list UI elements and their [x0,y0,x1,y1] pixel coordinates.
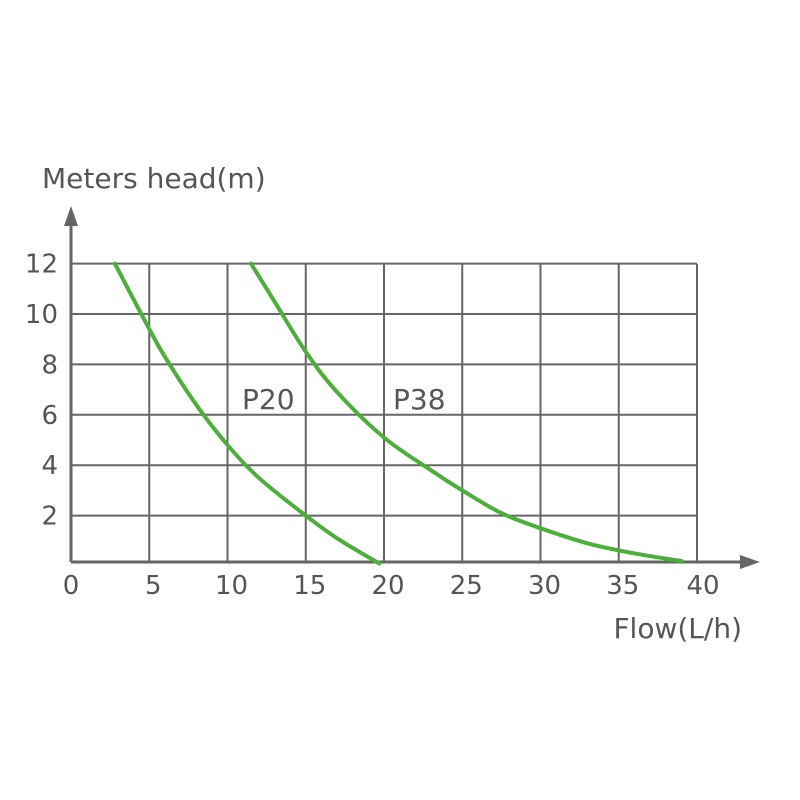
series-line-p38 [249,261,684,563]
series-line-p20 [112,261,382,566]
y-tick-label-6: 6 [41,401,58,431]
x-axis-arrow [740,555,760,569]
x-tick-label-25: 25 [450,571,483,601]
x-axis-title: Flow(L/h) [613,612,742,645]
tick-labels: 0 5 10 15 20 25 30 35 40 2 4 6 8 10 12 [25,250,720,601]
x-tick-label-5: 5 [145,571,162,601]
x-tick-label-35: 35 [606,571,639,601]
axes [64,206,760,569]
y-tick-label-10: 10 [25,300,58,330]
y-axis-arrow [64,206,78,226]
x-tick-label-10: 10 [215,571,248,601]
series [112,261,684,566]
series-label-p20: P20 [242,383,295,416]
y-axis-title: Meters head(m) [42,162,266,195]
x-tick-label-15: 15 [293,571,326,601]
y-tick-label-4: 4 [41,451,58,481]
series-label-p38: P38 [393,383,446,416]
y-tick-label-8: 8 [41,350,58,380]
x-tick-label-40: 40 [686,571,719,601]
grid [71,262,698,562]
x-tick-label-0: 0 [63,571,80,601]
y-tick-label-2: 2 [41,502,58,532]
x-tick-label-20: 20 [371,571,404,601]
y-tick-label-12: 12 [25,250,58,280]
x-tick-label-30: 30 [528,571,561,601]
